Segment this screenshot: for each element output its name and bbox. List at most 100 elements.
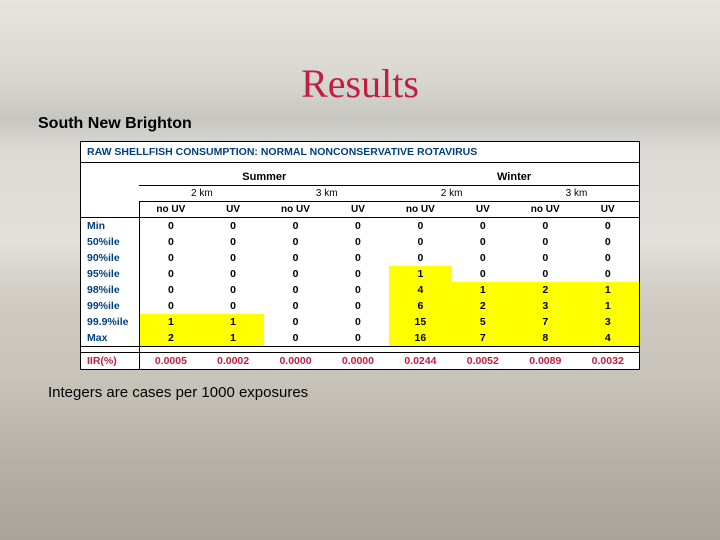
iir-cell: 0.0032 [576, 353, 639, 370]
season-header: Summer [139, 169, 389, 186]
data-cell: 0 [264, 250, 326, 266]
data-cell: 0 [327, 250, 389, 266]
iir-label: IIR(%) [81, 353, 139, 370]
data-cell: 0 [202, 298, 264, 314]
uv-header-row: no UV UV no UV UV no UV UV no UV UV [81, 202, 639, 218]
data-cell: 0 [327, 314, 389, 330]
page-title: Results [0, 60, 720, 107]
data-cell: 0 [202, 234, 264, 250]
data-cell: 1 [576, 298, 639, 314]
data-cell: 0 [139, 298, 201, 314]
data-cell: 0 [264, 266, 326, 282]
data-cell: 2 [514, 282, 576, 298]
results-table-container: RAW SHELLFISH CONSUMPTION: NORMAL NONCON… [80, 141, 640, 370]
data-cell: 5 [452, 314, 514, 330]
data-cell: 0 [139, 234, 201, 250]
uv-header: UV [452, 202, 514, 218]
data-cell: 2 [139, 330, 201, 347]
data-cell: 1 [576, 282, 639, 298]
row-label: 90%ile [81, 250, 139, 266]
table-row: 95%ile00001000 [81, 266, 639, 282]
results-table: Summer Winter 2 km 3 km 2 km 3 km no UV … [81, 163, 639, 369]
distance-header-row: 2 km 3 km 2 km 3 km [81, 186, 639, 202]
data-cell: 0 [514, 250, 576, 266]
table-row: 99.9%ile110015573 [81, 314, 639, 330]
uv-header: no UV [389, 202, 451, 218]
data-cell: 1 [452, 282, 514, 298]
distance-header: 3 km [514, 186, 639, 202]
data-cell: 0 [327, 330, 389, 347]
data-cell: 1 [139, 314, 201, 330]
row-label: Min [81, 218, 139, 235]
data-cell: 16 [389, 330, 451, 347]
data-cell: 0 [514, 234, 576, 250]
data-cell: 2 [452, 298, 514, 314]
data-cell: 0 [327, 234, 389, 250]
data-cell: 1 [389, 266, 451, 282]
table-row: 98%ile00004121 [81, 282, 639, 298]
uv-header: UV [202, 202, 264, 218]
season-header: Winter [389, 169, 639, 186]
data-cell: 0 [264, 314, 326, 330]
uv-header: no UV [514, 202, 576, 218]
data-cell: 0 [452, 266, 514, 282]
data-cell: 0 [389, 250, 451, 266]
uv-header: UV [576, 202, 639, 218]
distance-header: 2 km [139, 186, 264, 202]
row-label: 99%ile [81, 298, 139, 314]
data-cell: 0 [452, 250, 514, 266]
data-cell: 1 [202, 330, 264, 347]
data-cell: 0 [452, 218, 514, 235]
data-cell: 0 [452, 234, 514, 250]
row-label: Max [81, 330, 139, 347]
data-cell: 15 [389, 314, 451, 330]
distance-header: 3 km [264, 186, 389, 202]
data-cell: 0 [389, 218, 451, 235]
uv-header: no UV [139, 202, 201, 218]
data-cell: 0 [139, 218, 201, 235]
table-row: 50%ile00000000 [81, 234, 639, 250]
data-cell: 0 [264, 234, 326, 250]
table-row: Min00000000 [81, 218, 639, 235]
row-label: 98%ile [81, 282, 139, 298]
data-cell: 0 [264, 282, 326, 298]
data-cell: 0 [139, 250, 201, 266]
data-cell: 0 [514, 218, 576, 235]
location-subtitle: South New Brighton [38, 115, 720, 133]
table-row: 99%ile00006231 [81, 298, 639, 314]
footnote: Integers are cases per 1000 exposures [48, 384, 720, 401]
distance-header: 2 km [389, 186, 514, 202]
data-cell: 0 [327, 266, 389, 282]
data-cell: 0 [327, 298, 389, 314]
iir-cell: 0.0052 [452, 353, 514, 370]
data-cell: 0 [202, 282, 264, 298]
data-cell: 0 [139, 266, 201, 282]
data-cell: 4 [576, 330, 639, 347]
data-cell: 1 [202, 314, 264, 330]
row-label: 50%ile [81, 234, 139, 250]
iir-cell: 0.0000 [327, 353, 389, 370]
data-cell: 0 [576, 250, 639, 266]
data-cell: 0 [202, 266, 264, 282]
uv-header: no UV [264, 202, 326, 218]
uv-header: UV [327, 202, 389, 218]
iir-cell: 0.0089 [514, 353, 576, 370]
data-cell: 0 [576, 234, 639, 250]
data-cell: 3 [576, 314, 639, 330]
data-cell: 3 [514, 298, 576, 314]
data-cell: 0 [576, 218, 639, 235]
iir-cell: 0.0005 [139, 353, 201, 370]
table-row: Max210016784 [81, 330, 639, 347]
data-cell: 0 [576, 266, 639, 282]
table-row: 90%ile00000000 [81, 250, 639, 266]
row-label: 99.9%ile [81, 314, 139, 330]
data-cell: 0 [514, 266, 576, 282]
data-cell: 0 [202, 250, 264, 266]
data-cell: 0 [327, 282, 389, 298]
data-cell: 0 [327, 218, 389, 235]
data-cell: 7 [514, 314, 576, 330]
iir-row: IIR(%) 0.0005 0.0002 0.0000 0.0000 0.024… [81, 353, 639, 370]
data-cell: 7 [452, 330, 514, 347]
data-cell: 0 [264, 330, 326, 347]
data-cell: 0 [264, 218, 326, 235]
